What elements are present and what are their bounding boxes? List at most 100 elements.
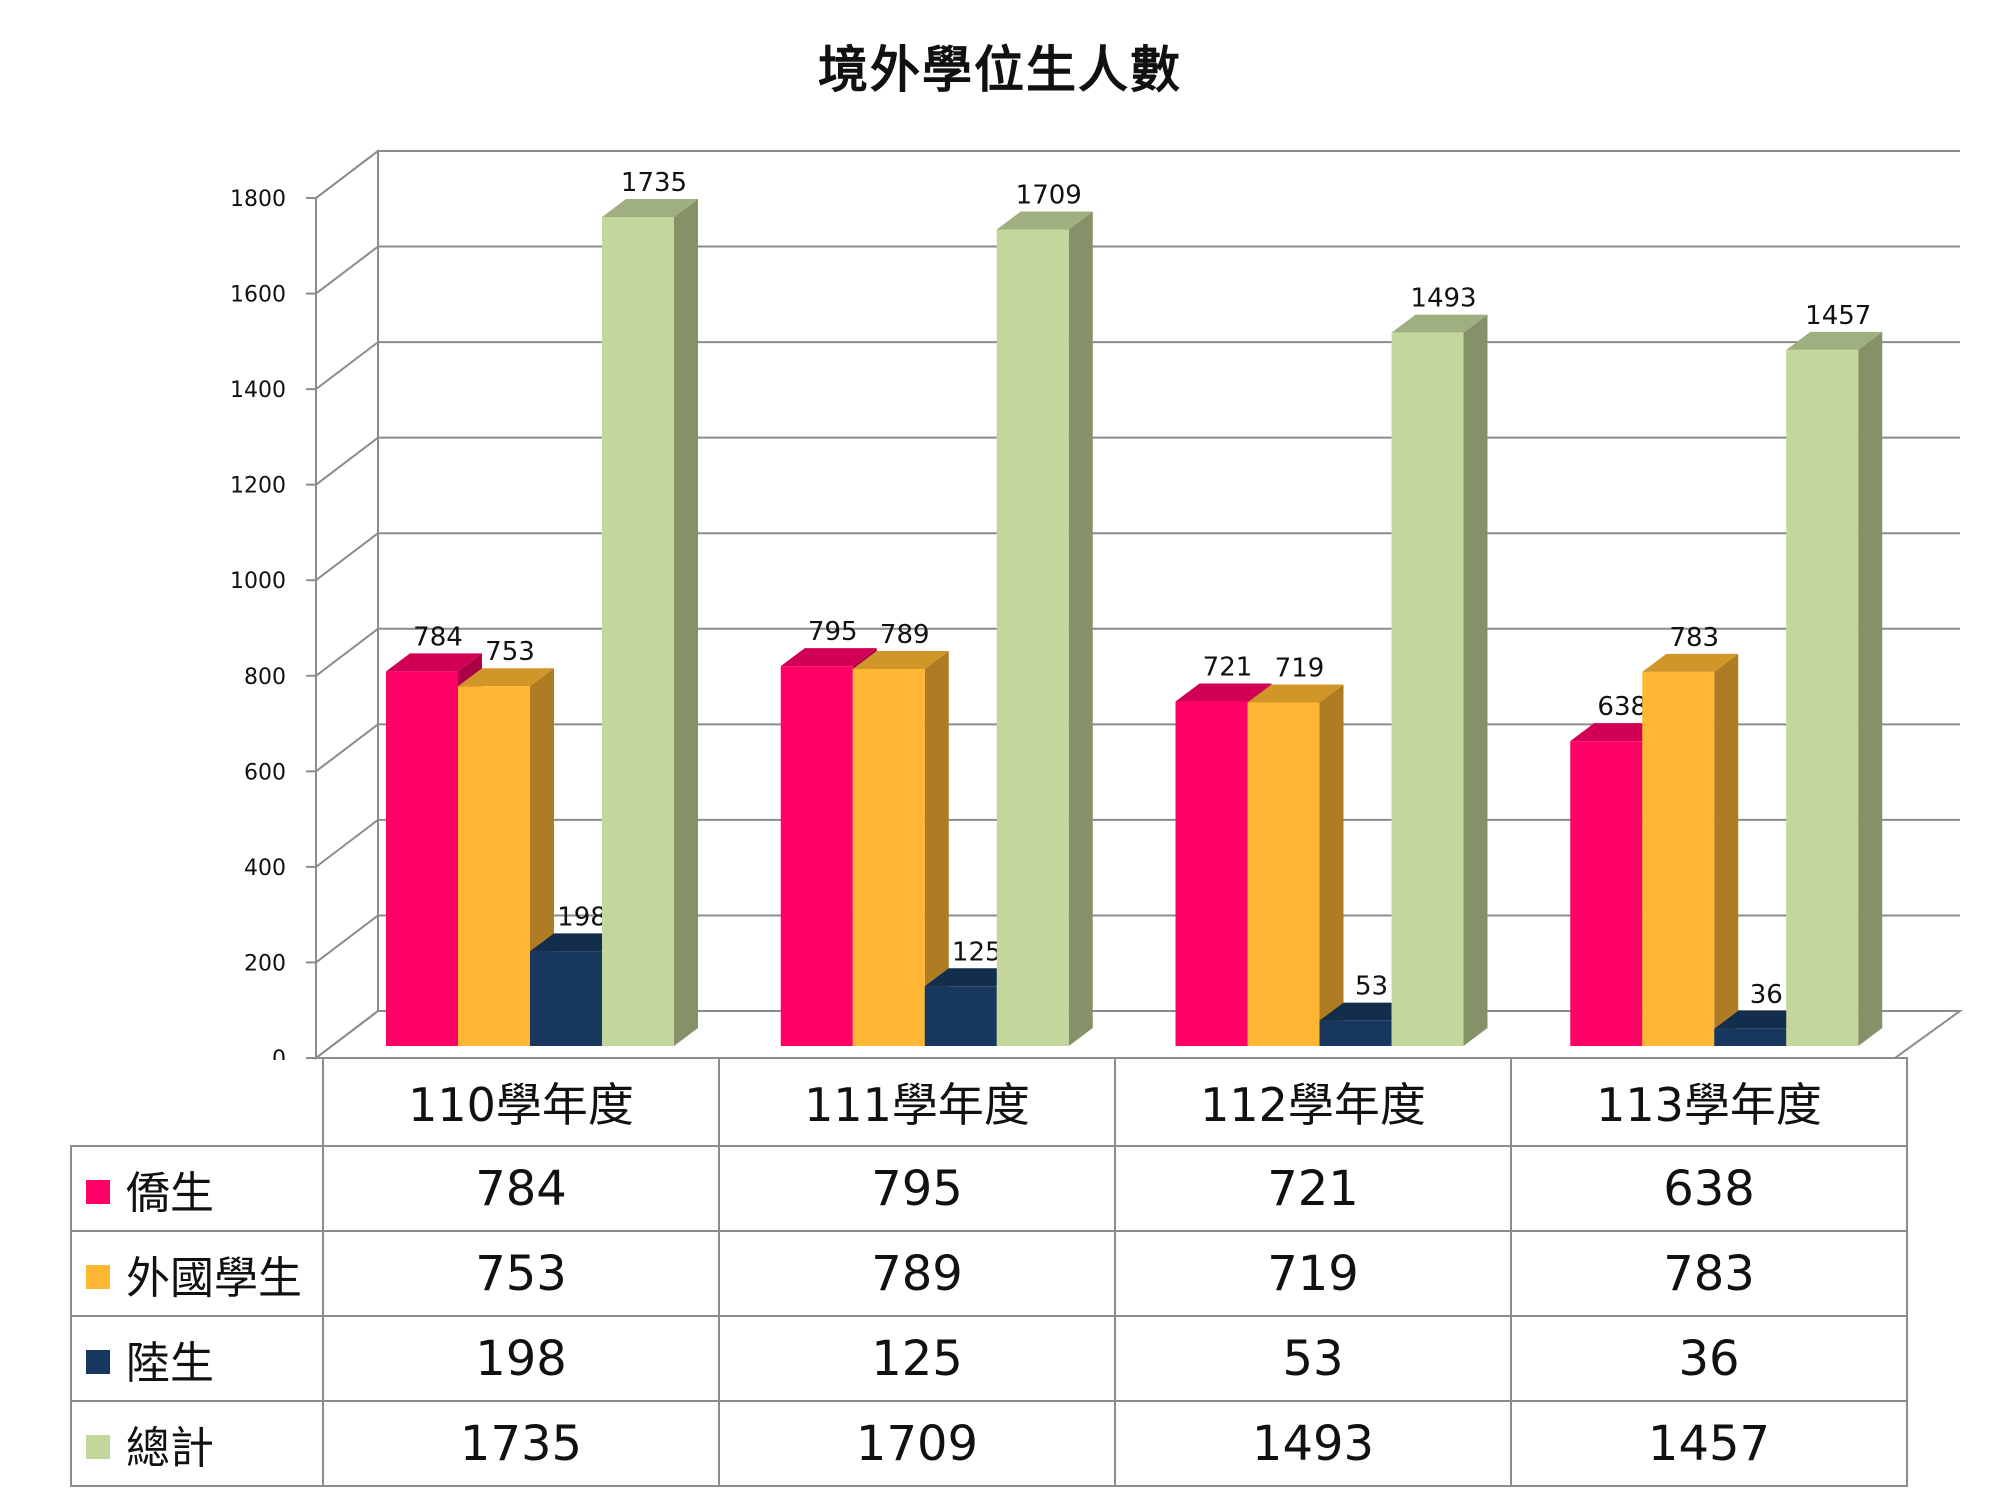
bar-side [1068, 211, 1093, 1046]
bar-top [458, 668, 554, 687]
y-tick-label: 1800 [230, 187, 286, 212]
data-label: 638 [1597, 692, 1647, 722]
gridline-depth [315, 150, 379, 199]
bar-top [1786, 331, 1883, 350]
y-tick-label: 400 [244, 856, 286, 881]
y-tick-label: 1200 [230, 474, 286, 499]
bar [1391, 332, 1464, 1047]
bar-top [386, 653, 482, 672]
y-tick-label: 1400 [230, 378, 286, 403]
bar-side [674, 199, 698, 1047]
gridline-depth [315, 723, 379, 773]
bar-top [1391, 314, 1488, 333]
bar-top [996, 211, 1093, 230]
table-cell: 784 [322, 1145, 720, 1232]
table-cell: 1493 [1114, 1400, 1512, 1487]
bar [1247, 702, 1320, 1046]
data-label: 795 [808, 617, 858, 647]
gridline-depth [315, 819, 379, 868]
category-113: 113學年度 [1510, 1057, 1908, 1147]
legend-entry-mainland: 陸生 [70, 1315, 324, 1402]
table-cell: 53 [1114, 1315, 1512, 1402]
bar [386, 671, 458, 1046]
data-label: 1493 [1410, 284, 1476, 314]
table-row-foreign: 外國學生 753 789 719 783 [70, 1230, 1908, 1317]
y-tick-label: 800 [244, 665, 286, 690]
table-cell: 198 [322, 1315, 720, 1402]
table-row-mainland: 陸生 198 125 53 36 [70, 1315, 1908, 1402]
legend-label-overseas: 僑生 [126, 1167, 214, 1219]
data-label: 753 [485, 637, 535, 667]
category-111: 111學年度 [718, 1057, 1116, 1147]
table-cell: 1709 [718, 1400, 1116, 1487]
bar [924, 986, 997, 1046]
bar [458, 686, 530, 1046]
table-cell: 1457 [1510, 1400, 1908, 1487]
bar [1714, 1028, 1787, 1046]
legend-label-total: 總計 [126, 1422, 214, 1474]
data-label: 783 [1669, 623, 1719, 653]
table-row-total: 總計 1735 1709 1493 1457 [70, 1400, 1908, 1487]
gridline-depth [315, 436, 379, 486]
y-tick-label: 1600 [230, 283, 286, 308]
data-label: 784 [413, 622, 463, 652]
gridline-depth [315, 245, 379, 295]
y-tick-label: 600 [244, 760, 286, 785]
gridline-depth [315, 627, 379, 677]
gridline-depth [315, 1010, 379, 1059]
bar-top [852, 651, 949, 670]
legend-label-foreign: 外國學生 [126, 1252, 302, 1304]
chart-title: 境外學位生人數 [818, 41, 1182, 99]
table-cell: 721 [1114, 1145, 1512, 1232]
bar [1175, 701, 1248, 1046]
data-table: 110學年度 111學年度 112學年度 113學年度 僑生 784 795 7… [70, 1057, 1908, 1487]
bar-top [1642, 653, 1739, 672]
table-corner [71, 1058, 324, 1147]
data-label: 721 [1203, 653, 1253, 683]
bar [1786, 349, 1859, 1046]
bar-side [1714, 653, 1739, 1046]
data-label: 1735 [621, 168, 687, 198]
data-label: 719 [1275, 653, 1325, 683]
data-label: 53 [1355, 972, 1388, 1002]
table-cell: 36 [1510, 1315, 1908, 1402]
legend-swatch-foreign [86, 1264, 110, 1289]
table-cell: 719 [1114, 1230, 1512, 1317]
y-tick-label: 200 [244, 951, 286, 976]
legend-label-mainland: 陸生 [126, 1337, 214, 1389]
y-tick-label: 1000 [230, 569, 286, 594]
data-label: 789 [880, 620, 930, 650]
bar [1642, 671, 1715, 1046]
table-header-row: 110學年度 111學年度 112學年度 113學年度 [71, 1057, 1908, 1147]
table-row-overseas: 僑生 784 795 721 638 [70, 1145, 1908, 1232]
table-cell: 789 [718, 1230, 1116, 1317]
bar [996, 229, 1069, 1046]
table-cell: 753 [322, 1230, 720, 1317]
bar [780, 666, 853, 1046]
gridline-depth [315, 914, 379, 964]
y-tick-label: 0 [272, 1047, 286, 1060]
data-label: 1709 [1016, 180, 1082, 210]
data-label: 198 [557, 902, 607, 932]
bar-chart-3d: 0 200 400 600 800 1000 1200 1400 1600 1800 784 753 1… [230, 148, 1964, 1060]
bar-side [1463, 314, 1488, 1047]
data-label: 1457 [1805, 301, 1871, 331]
category-110: 110學年度 [322, 1057, 720, 1147]
bar-top [1175, 683, 1272, 702]
legend-swatch-overseas [86, 1179, 110, 1204]
bar-side [1858, 331, 1883, 1046]
legend-entry-overseas: 僑生 [70, 1145, 324, 1232]
legend-entry-foreign: 外國學生 [70, 1230, 324, 1317]
legend-entry-total: 總計 [70, 1400, 324, 1487]
table-cell: 795 [718, 1145, 1116, 1232]
bar [530, 951, 602, 1046]
bar [1319, 1020, 1392, 1046]
gridline-depth [315, 341, 379, 390]
category-112: 112學年度 [1114, 1057, 1512, 1147]
table-cell: 125 [718, 1315, 1116, 1402]
bar-top [780, 648, 877, 667]
bar-top [1247, 684, 1344, 703]
table-cell: 638 [1510, 1145, 1908, 1232]
bar [1570, 741, 1643, 1046]
